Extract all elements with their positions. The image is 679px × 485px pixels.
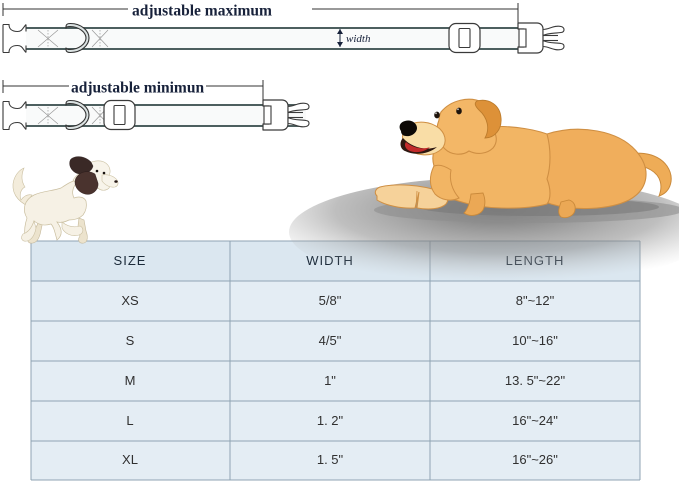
svg-text:4/5": 4/5"	[319, 333, 342, 348]
svg-text:SIZE: SIZE	[114, 253, 147, 268]
svg-text:XL: XL	[122, 452, 138, 467]
svg-text:13. 5"~22": 13. 5"~22"	[505, 373, 566, 388]
svg-text:XS: XS	[121, 293, 139, 308]
svg-text:1": 1"	[324, 373, 336, 388]
svg-text:16"~26": 16"~26"	[512, 452, 558, 467]
svg-text:1. 5": 1. 5"	[317, 452, 344, 467]
svg-text:width: width	[346, 33, 371, 45]
svg-text:adjustable minimun: adjustable minimun	[71, 80, 204, 97]
svg-text:5/8": 5/8"	[319, 293, 342, 308]
svg-text:S: S	[126, 333, 135, 348]
svg-text:1. 2": 1. 2"	[317, 413, 344, 428]
svg-text:L: L	[126, 413, 133, 428]
svg-text:16"~24": 16"~24"	[512, 413, 558, 428]
svg-text:adjustable maximum: adjustable maximum	[132, 3, 272, 20]
svg-text:8"~12": 8"~12"	[516, 293, 555, 308]
svg-text:10"~16": 10"~16"	[512, 333, 558, 348]
svg-text:M: M	[125, 373, 136, 388]
